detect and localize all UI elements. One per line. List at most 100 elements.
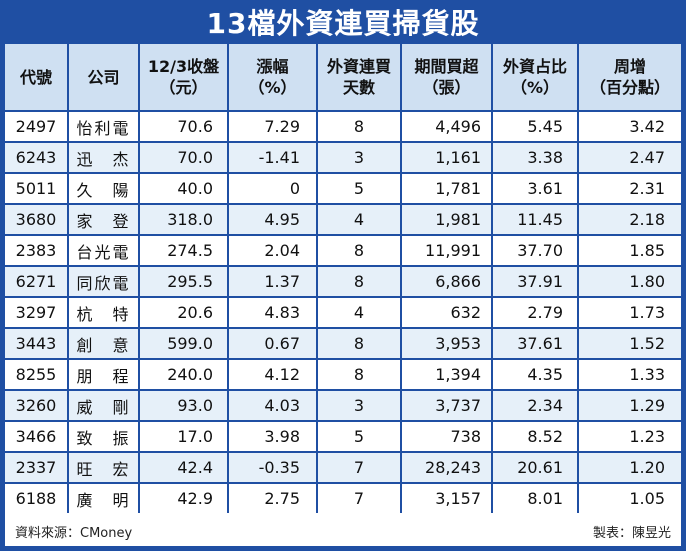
buy-days-cell: 4: [317, 297, 402, 329]
table-row: 3680 家 登 318.0 4.95 4 1,981 11.45 2.18: [5, 204, 681, 236]
stock-code-cell: 3680: [5, 204, 69, 236]
net-buy-cell: 1,161: [401, 142, 493, 174]
net-buy-cell: 738: [401, 421, 493, 453]
buy-days-cell: 5: [317, 173, 402, 205]
buy-days-cell: 8: [317, 359, 402, 391]
close-price-cell: 70.0: [139, 142, 229, 174]
stock-code-cell: 3443: [5, 328, 69, 360]
header-foreign-share: 外資占比 （%）: [492, 44, 579, 112]
price-change-cell: 0.67: [228, 328, 318, 360]
weekly-increase-cell: 1.23: [578, 421, 681, 453]
header-company: 公司: [68, 44, 140, 112]
table-row: 3466 致 振 17.0 3.98 5 738 8.52 1.23: [5, 421, 681, 453]
buy-days-cell: 3: [317, 142, 402, 174]
company-name-cell: 威 剛: [68, 390, 140, 422]
net-buy-cell: 28,243: [401, 452, 493, 484]
table-row: 6271 同欣電 295.5 1.37 8 6,866 37.91 1.80: [5, 266, 681, 298]
company-name-cell: 致 振: [68, 421, 140, 453]
close-price-cell: 295.5: [139, 266, 229, 298]
close-price-cell: 17.0: [139, 421, 229, 453]
buy-days-cell: 5: [317, 421, 402, 453]
company-name-cell: 創 意: [68, 328, 140, 360]
table-row: 3297 杭 特 20.6 4.83 4 632 2.79 1.73: [5, 297, 681, 329]
price-change-cell: -1.41: [228, 142, 318, 174]
stock-code-cell: 6243: [5, 142, 69, 174]
price-change-cell: 2.75: [228, 483, 318, 513]
close-price-cell: 70.6: [139, 111, 229, 143]
header-close-price: 12/3收盤 （元）: [139, 44, 229, 112]
close-price-cell: 42.9: [139, 483, 229, 513]
close-price-cell: 318.0: [139, 204, 229, 236]
close-price-cell: 240.0: [139, 359, 229, 391]
stock-code-cell: 6271: [5, 266, 69, 298]
net-buy-cell: 3,953: [401, 328, 493, 360]
foreign-share-cell: 2.34: [492, 390, 579, 422]
price-change-cell: 4.95: [228, 204, 318, 236]
price-change-cell: 1.37: [228, 266, 318, 298]
weekly-increase-cell: 2.47: [578, 142, 681, 174]
weekly-increase-cell: 1.05: [629, 489, 665, 508]
weekly-increase-cell: 1.80: [578, 266, 681, 298]
table-title: 13檔外資連買掃貨股: [206, 7, 480, 40]
foreign-share-cell: 8.01: [492, 483, 579, 513]
company-name-cell: 迅 杰: [68, 142, 140, 174]
weekly-increase-cell: 1.33: [578, 359, 681, 391]
price-change-cell: 4.03: [228, 390, 318, 422]
net-buy-cell: 6,866: [401, 266, 493, 298]
buy-days-cell: 7: [317, 452, 402, 484]
header-net-buy: 期間買超 （張）: [401, 44, 493, 112]
foreign-share-cell: 8.52: [492, 421, 579, 453]
net-buy-cell: 3,737: [401, 390, 493, 422]
foreign-share-cell: 3.61: [492, 173, 579, 205]
close-price-cell: 42.4: [139, 452, 229, 484]
foreign-share-cell: 37.91: [492, 266, 579, 298]
table-row: 2497 怡利電 70.6 7.29 8 4,496 5.45 3.42: [5, 111, 681, 143]
foreign-share-cell: 2.79: [492, 297, 579, 329]
stock-code-cell: 3466: [5, 421, 69, 453]
net-buy-cell: 1,781: [401, 173, 493, 205]
table-row: 6188 廣 明 42.9 2.75 7 3,157 8.01 1.05: [5, 483, 681, 513]
price-change-cell: 3.98: [228, 421, 318, 453]
table-row: 2383 台光電 274.5 2.04 8 11,991 37.70 1.85: [5, 235, 681, 267]
price-change-cell: 4.83: [228, 297, 318, 329]
header-weekly-increase: 周增 （百分點）: [578, 44, 681, 112]
weekly-increase-cell: 1.29: [578, 390, 681, 422]
weekly-increase-cell: 3.42: [578, 111, 681, 143]
close-price-cell: 93.0: [139, 390, 229, 422]
net-buy-cell: 11,991: [401, 235, 493, 267]
buy-days-cell: 4: [317, 204, 402, 236]
table-row: 3260 威 剛 93.0 4.03 3 3,737 2.34 1.29: [5, 390, 681, 422]
company-name-cell: 杭 特: [68, 297, 140, 329]
footer: 資料來源：CMoney 製表：陳昱光: [5, 516, 681, 546]
foreign-share-cell: 37.70: [492, 235, 579, 267]
price-change-cell: -0.35: [228, 452, 318, 484]
header-row: 代號 公司 12/3收盤 （元） 漲幅 （%） 外資連買 天數 期間買超 （張） 外資占…: [5, 44, 681, 112]
price-change-cell: 0: [228, 173, 318, 205]
foreign-share-cell: 20.61: [492, 452, 579, 484]
weekly-increase-cell: 1.52: [578, 328, 681, 360]
table-row: 5011 久 陽 40.0 0 5 1,781 3.61 2.31: [5, 173, 681, 205]
stock-code-cell: 6188: [5, 483, 69, 513]
net-buy-cell: 1,981: [401, 204, 493, 236]
weekly-increase-cell: 1.73: [578, 297, 681, 329]
company-name-cell: 久 陽: [68, 173, 140, 205]
header-change: 漲幅 （%）: [228, 44, 318, 112]
stock-code-cell: 8255: [5, 359, 69, 391]
price-change-cell: 7.29: [228, 111, 318, 143]
net-buy-cell: 3,157: [401, 483, 493, 513]
price-change-cell: 2.04: [228, 235, 318, 267]
buy-days-cell: 8: [317, 266, 402, 298]
stock-code-cell: 2383: [5, 235, 69, 267]
close-price-cell: 599.0: [139, 328, 229, 360]
table-row: 8255 朋 程 240.0 4.12 8 1,394 4.35 1.33: [5, 359, 681, 391]
foreign-share-cell: 3.38: [492, 142, 579, 174]
weekly-increase-cell: 1.85: [578, 235, 681, 267]
company-name-cell: 台光電: [68, 235, 140, 267]
foreign-share-cell: 37.61: [492, 328, 579, 360]
header-buy-days: 外資連買 天數: [317, 44, 402, 112]
table-row: 2337 旺 宏 42.4 -0.35 7 28,243 20.61 1.20: [5, 452, 681, 484]
net-buy-cell: 1,394: [401, 359, 493, 391]
weekly-increase-cell: 1.20: [578, 452, 681, 484]
close-price-cell: 274.5: [139, 235, 229, 267]
